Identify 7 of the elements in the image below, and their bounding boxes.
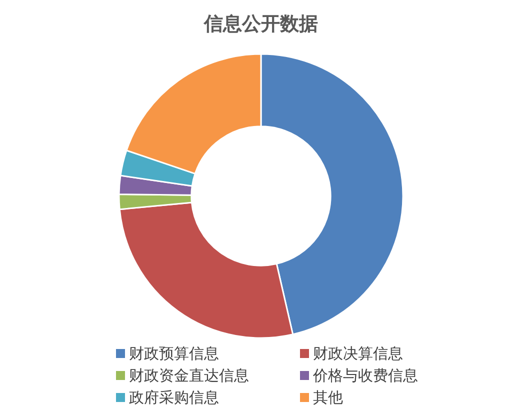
- legend-label: 财政决算信息: [313, 346, 403, 362]
- legend-label: 其他: [313, 390, 343, 406]
- legend-label: 政府采购信息: [129, 390, 219, 406]
- legend-label: 财政资金直达信息: [129, 368, 249, 384]
- legend-label: 价格与收费信息: [312, 368, 418, 384]
- legend-label: 财政预算信息: [129, 346, 219, 362]
- chart-title: 信息公开数据: [203, 13, 318, 35]
